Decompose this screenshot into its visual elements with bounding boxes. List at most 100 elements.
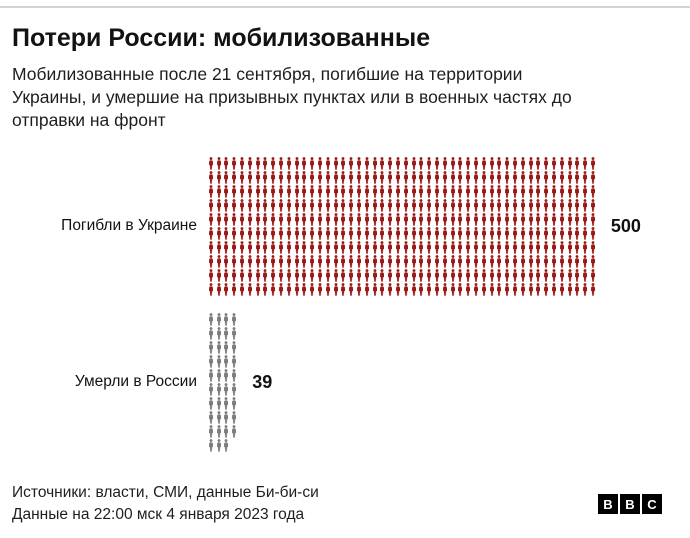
person-icon <box>231 354 237 368</box>
person-icon <box>223 396 229 410</box>
person-icon <box>216 424 222 438</box>
person-icon <box>216 368 222 382</box>
person-icon <box>379 282 385 296</box>
person-icon <box>512 184 518 198</box>
person-icon <box>208 240 214 254</box>
person-icon <box>582 254 588 268</box>
person-icon <box>426 226 432 240</box>
person-icon <box>590 282 596 296</box>
person-icon <box>590 268 596 282</box>
person-icon <box>216 226 222 240</box>
person-icon <box>387 198 393 212</box>
person-icon <box>301 254 307 268</box>
person-icon <box>372 156 378 170</box>
person-icon <box>239 156 245 170</box>
person-icon <box>208 382 214 396</box>
person-icon <box>465 282 471 296</box>
person-icon <box>216 254 222 268</box>
person-icon <box>278 156 284 170</box>
person-icon <box>403 268 409 282</box>
person-icon <box>317 254 323 268</box>
person-icon <box>434 212 440 226</box>
person-icon <box>551 212 557 226</box>
person-icon <box>528 198 534 212</box>
person-icon <box>574 226 580 240</box>
person-icon <box>528 156 534 170</box>
person-icon <box>442 156 448 170</box>
person-icon <box>481 268 487 282</box>
person-icon <box>582 240 588 254</box>
person-icon <box>489 268 495 282</box>
person-icon <box>270 282 276 296</box>
person-icon <box>528 184 534 198</box>
person-icon <box>590 170 596 184</box>
person-icon <box>465 170 471 184</box>
person-icon <box>348 268 354 282</box>
person-icon <box>356 184 362 198</box>
person-icon <box>356 198 362 212</box>
person-icon <box>356 240 362 254</box>
person-icon <box>473 198 479 212</box>
person-icon <box>457 282 463 296</box>
person-icon <box>450 268 456 282</box>
person-icon <box>309 156 315 170</box>
person-icon <box>348 254 354 268</box>
person-icon <box>411 282 417 296</box>
person-icon <box>309 170 315 184</box>
person-icon <box>294 240 300 254</box>
person-icon <box>559 226 565 240</box>
person-icon <box>208 396 214 410</box>
person-icon <box>567 226 573 240</box>
person-icon <box>208 282 214 296</box>
person-icon <box>520 170 526 184</box>
person-icon <box>481 226 487 240</box>
person-icon <box>567 184 573 198</box>
person-icon <box>270 268 276 282</box>
person-icon <box>590 226 596 240</box>
row-label-died-ukraine: Погибли в Украине <box>61 217 197 234</box>
person-icon <box>231 268 237 282</box>
person-icon <box>216 184 222 198</box>
person-icon <box>489 282 495 296</box>
person-icon <box>325 184 331 198</box>
person-icon <box>262 254 268 268</box>
person-icon <box>512 254 518 268</box>
person-icon <box>278 170 284 184</box>
person-icon <box>387 282 393 296</box>
person-icon <box>340 254 346 268</box>
person-icon <box>364 268 370 282</box>
person-icon <box>270 226 276 240</box>
person-icon <box>528 282 534 296</box>
person-icon <box>270 184 276 198</box>
person-icon <box>504 212 510 226</box>
person-icon <box>216 212 222 226</box>
person-icon <box>262 226 268 240</box>
person-icon <box>379 268 385 282</box>
person-icon <box>340 282 346 296</box>
person-icon <box>286 240 292 254</box>
person-icon <box>325 198 331 212</box>
person-icon <box>395 212 401 226</box>
person-icon <box>208 354 214 368</box>
person-icon <box>457 268 463 282</box>
person-icon <box>223 156 229 170</box>
person-icon <box>208 326 214 340</box>
person-icon <box>325 240 331 254</box>
person-icon <box>567 254 573 268</box>
icon-grid-died-russia <box>207 312 238 452</box>
person-icon <box>395 254 401 268</box>
person-icon <box>247 240 253 254</box>
person-icon <box>301 226 307 240</box>
person-icon <box>504 268 510 282</box>
person-icon <box>255 226 261 240</box>
person-icon <box>301 212 307 226</box>
person-icon <box>520 198 526 212</box>
person-icon <box>489 240 495 254</box>
row-value-died-ukraine: 500 <box>610 215 641 236</box>
person-icon <box>543 268 549 282</box>
person-icon <box>208 312 214 326</box>
person-icon <box>512 226 518 240</box>
person-icon <box>403 198 409 212</box>
person-icon <box>231 382 237 396</box>
bbc-logo-block: B <box>620 494 640 514</box>
